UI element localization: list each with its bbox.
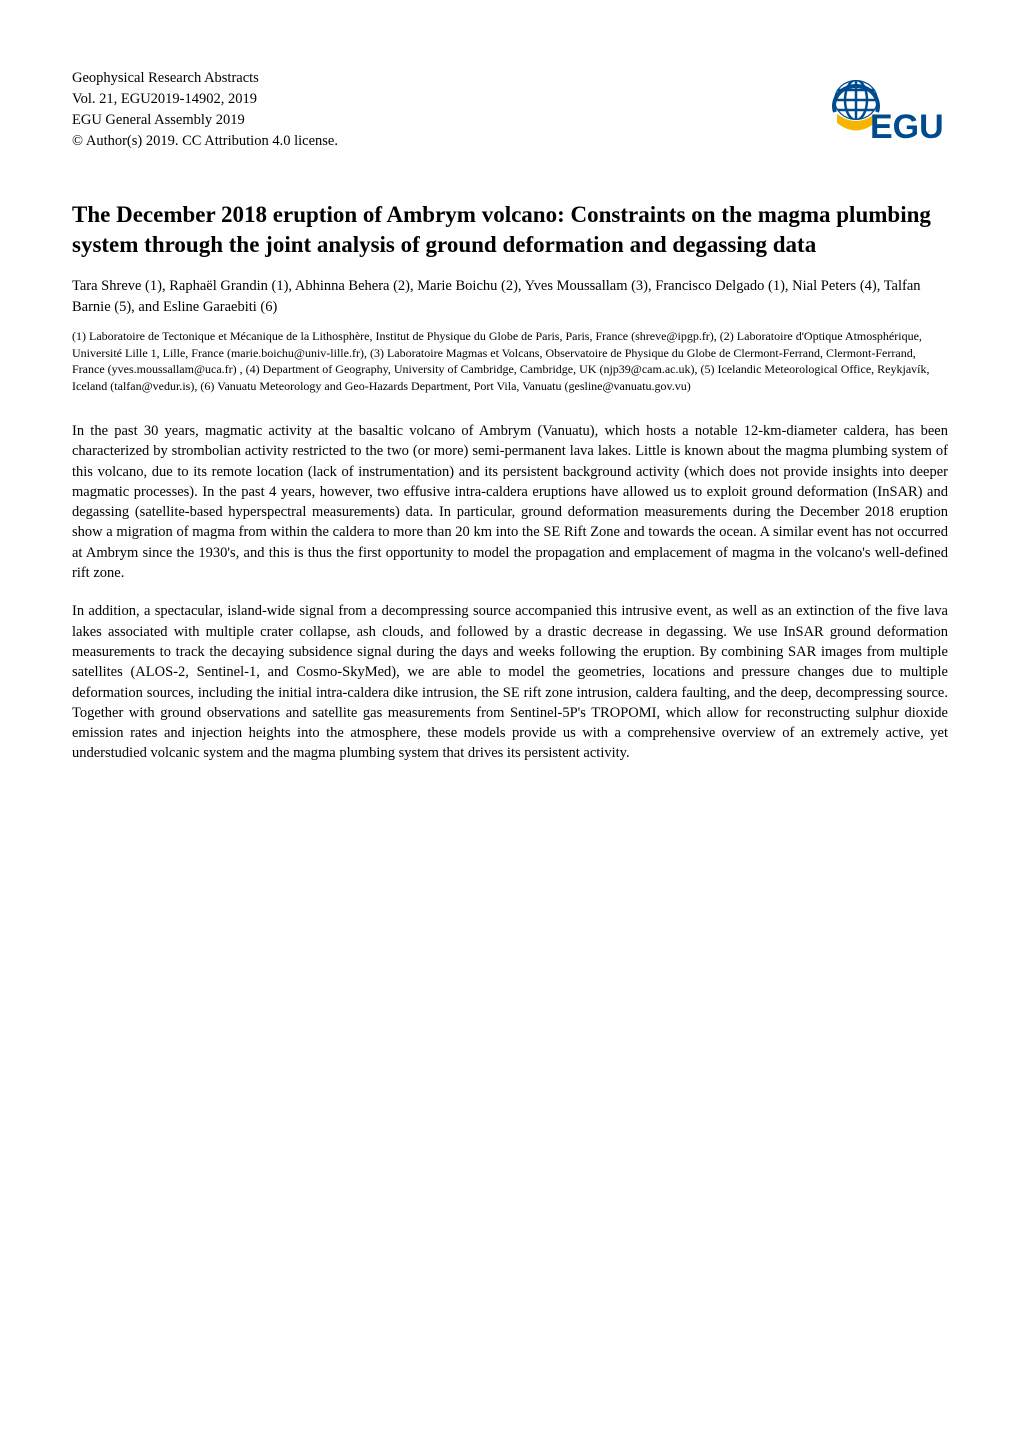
header-meta: Geophysical Research Abstracts Vol. 21, … bbox=[72, 68, 338, 152]
svg-text:EGU: EGU bbox=[870, 108, 944, 146]
abstract-title: The December 2018 eruption of Ambrym vol… bbox=[72, 200, 948, 260]
journal-name: Geophysical Research Abstracts bbox=[72, 68, 338, 89]
abstract-paragraph-1: In the past 30 years, magmatic activity … bbox=[72, 421, 948, 583]
license-info: © Author(s) 2019. CC Attribution 4.0 lic… bbox=[72, 131, 338, 152]
volume-info: Vol. 21, EGU2019-14902, 2019 bbox=[72, 89, 338, 110]
egu-logo-icon: EGU bbox=[818, 68, 948, 158]
assembly-info: EGU General Assembly 2019 bbox=[72, 110, 338, 131]
affiliations-list: (1) Laboratoire de Tectonique et Mécaniq… bbox=[72, 328, 948, 395]
authors-list: Tara Shreve (1), Raphaël Grandin (1), Ab… bbox=[72, 276, 948, 318]
header-section: Geophysical Research Abstracts Vol. 21, … bbox=[72, 68, 948, 158]
abstract-paragraph-2: In addition, a spectacular, island-wide … bbox=[72, 601, 948, 763]
